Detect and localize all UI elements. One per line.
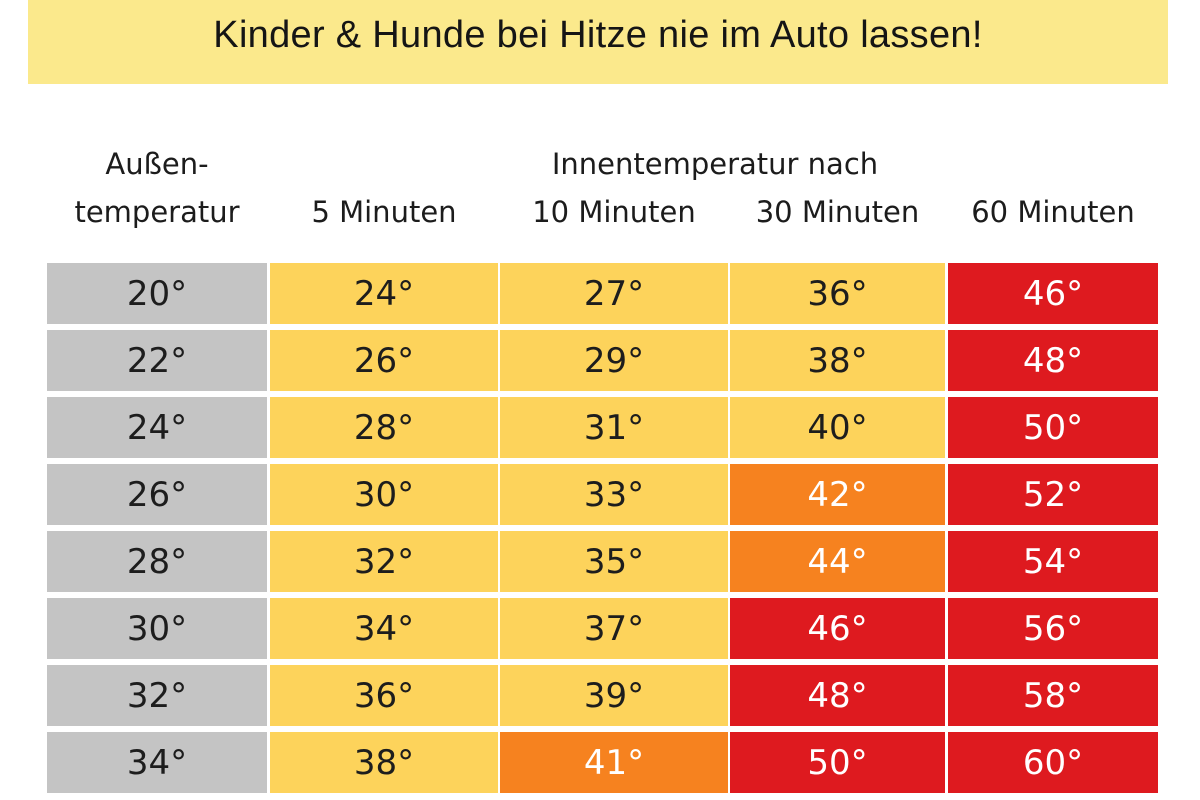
cell-60-minutes: 48°: [948, 330, 1158, 391]
cell-60-minutes: 46°: [948, 263, 1158, 324]
cell-10-minutes: 37°: [500, 598, 728, 659]
cell-5-minutes: 32°: [270, 531, 498, 592]
header-col-60-minutes: 60 Minuten: [971, 195, 1135, 229]
cell-outside: 34°: [47, 732, 267, 793]
cell-10-minutes: 31°: [500, 397, 728, 458]
header-col-10-minutes: 10 Minuten: [532, 195, 696, 229]
cell-10-minutes: 27°: [500, 263, 728, 324]
cell-outside: 22°: [47, 330, 267, 391]
cell-10-minutes: 29°: [500, 330, 728, 391]
cell-outside: 30°: [47, 598, 267, 659]
cell-30-minutes: 50°: [730, 732, 945, 793]
cell-60-minutes: 58°: [948, 665, 1158, 726]
cell-5-minutes: 30°: [270, 464, 498, 525]
cell-30-minutes: 48°: [730, 665, 945, 726]
cell-30-minutes: 36°: [730, 263, 945, 324]
cell-5-minutes: 38°: [270, 732, 498, 793]
cell-outside: 26°: [47, 464, 267, 525]
cell-60-minutes: 60°: [948, 732, 1158, 793]
cell-5-minutes: 26°: [270, 330, 498, 391]
cell-30-minutes: 40°: [730, 397, 945, 458]
cell-30-minutes: 44°: [730, 531, 945, 592]
header-inside-title: Innentemperatur nach: [551, 147, 879, 181]
cell-60-minutes: 54°: [948, 531, 1158, 592]
cell-5-minutes: 28°: [270, 397, 498, 458]
cell-10-minutes: 35°: [500, 531, 728, 592]
cell-5-minutes: 34°: [270, 598, 498, 659]
cell-5-minutes: 36°: [270, 665, 498, 726]
cell-60-minutes: 52°: [948, 464, 1158, 525]
cell-10-minutes: 41°: [500, 732, 728, 793]
cell-30-minutes: 46°: [730, 598, 945, 659]
cell-outside: 32°: [47, 665, 267, 726]
cell-5-minutes: 24°: [270, 263, 498, 324]
cell-outside: 28°: [47, 531, 267, 592]
cell-outside: 24°: [47, 397, 267, 458]
cell-60-minutes: 50°: [948, 397, 1158, 458]
cell-10-minutes: 39°: [500, 665, 728, 726]
cell-outside: 20°: [47, 263, 267, 324]
header-col-5-minutes: 5 Minuten: [311, 195, 457, 229]
cell-60-minutes: 56°: [948, 598, 1158, 659]
cell-30-minutes: 42°: [730, 464, 945, 525]
header-outside-line2: temperatur: [74, 195, 240, 229]
banner-title: Kinder & Hunde bei Hitze nie im Auto las…: [213, 14, 983, 56]
header-col-30-minutes: 30 Minuten: [755, 195, 920, 229]
warning-banner: Kinder & Hunde bei Hitze nie im Auto las…: [28, 0, 1168, 84]
cell-30-minutes: 38°: [730, 330, 945, 391]
header-outside-line1: Außen-: [105, 147, 209, 181]
cell-10-minutes: 33°: [500, 464, 728, 525]
